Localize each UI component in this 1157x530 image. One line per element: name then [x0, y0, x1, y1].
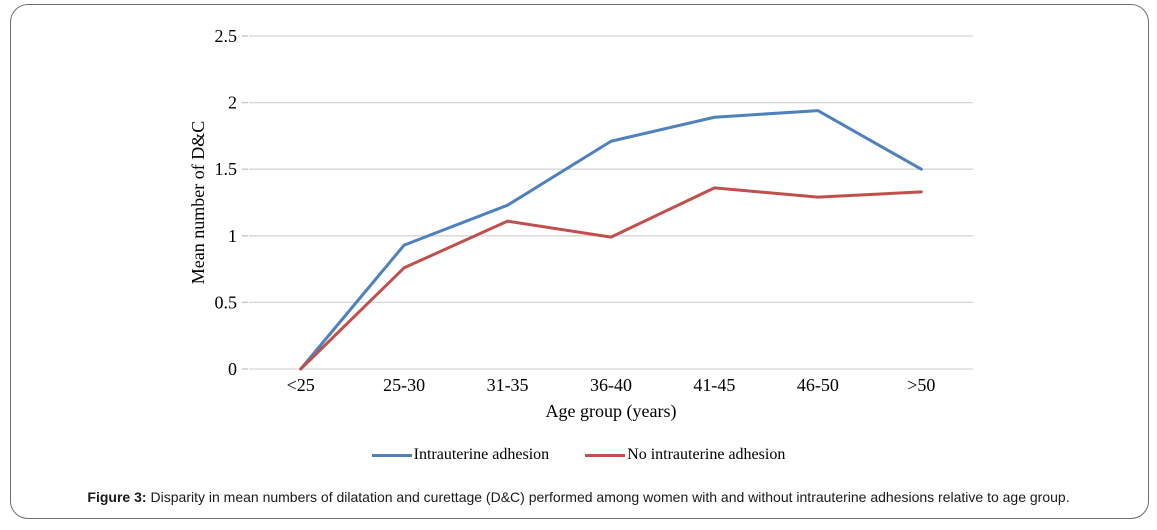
y-tick-label: 0.5 — [215, 292, 238, 312]
series-line-no-intrauterine-adhesion — [299, 186, 923, 371]
y-tick-label: 2 — [228, 93, 237, 113]
series-line-intrauterine-adhesion — [299, 109, 923, 371]
figure-border — [10, 4, 1149, 519]
chart-canvas: 0 0.5 1 1.5 2 2.5 <25 25-30 31-35 36-40 41-45 46-50… — [188, 26, 973, 422]
legend-label: Intrauterine adhesion — [413, 446, 550, 463]
y-tick-label: 0 — [228, 359, 237, 379]
y-tick-label: 1.5 — [215, 159, 238, 179]
legend-label: No intrauterine adhesion — [627, 446, 786, 463]
legend-line-swatch — [371, 453, 412, 457]
y-tick-label: 1 — [228, 226, 237, 246]
x-category-label: 36-40 — [590, 375, 632, 395]
x-category-label: 41-45 — [693, 375, 735, 395]
legend-line-swatch — [585, 453, 626, 457]
figure-caption-label: Figure 3: — [87, 489, 147, 505]
legend-entry-no-intrauterine-adhesion: No intrauterine adhesion — [585, 446, 785, 464]
figure-caption-text: Disparity in mean numbers of dilatation … — [150, 489, 1070, 505]
y-tick-label: 2.5 — [215, 26, 238, 46]
x-category-label: 46-50 — [797, 375, 839, 395]
x-category-label: <25 — [287, 375, 315, 395]
y-axis-title: Mean number of D&C — [188, 121, 208, 284]
x-category-label: 25-30 — [383, 375, 425, 395]
legend-entry-intrauterine-adhesion: Intrauterine adhesion — [371, 446, 550, 464]
chart-legend: Intrauterine adhesion No intrauterine ad… — [0, 446, 1157, 464]
x-axis-title: Age group (years) — [546, 401, 677, 422]
x-category-label: >50 — [907, 375, 935, 395]
figure-caption: Figure 3: Disparity in mean numbers of di… — [0, 489, 1157, 505]
x-category-label: 31-35 — [487, 375, 529, 395]
